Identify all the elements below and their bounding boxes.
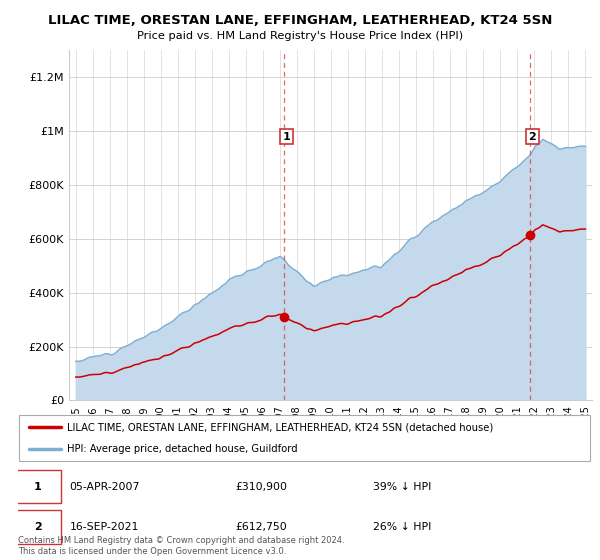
- Text: 05-APR-2007: 05-APR-2007: [70, 482, 140, 492]
- Text: 1: 1: [34, 482, 42, 492]
- FancyBboxPatch shape: [15, 470, 61, 503]
- FancyBboxPatch shape: [15, 510, 61, 544]
- Text: Price paid vs. HM Land Registry's House Price Index (HPI): Price paid vs. HM Land Registry's House …: [137, 31, 463, 41]
- Text: Contains HM Land Registry data © Crown copyright and database right 2024.
This d: Contains HM Land Registry data © Crown c…: [18, 536, 344, 556]
- Text: 39% ↓ HPI: 39% ↓ HPI: [373, 482, 431, 492]
- Text: 2: 2: [529, 132, 536, 142]
- Text: £310,900: £310,900: [236, 482, 288, 492]
- Text: £612,750: £612,750: [236, 522, 287, 532]
- Text: 2: 2: [34, 522, 42, 532]
- Text: LILAC TIME, ORESTAN LANE, EFFINGHAM, LEATHERHEAD, KT24 5SN (detached house): LILAC TIME, ORESTAN LANE, EFFINGHAM, LEA…: [67, 422, 493, 432]
- Text: HPI: Average price, detached house, Guildford: HPI: Average price, detached house, Guil…: [67, 444, 298, 454]
- FancyBboxPatch shape: [19, 416, 590, 461]
- Text: LILAC TIME, ORESTAN LANE, EFFINGHAM, LEATHERHEAD, KT24 5SN: LILAC TIME, ORESTAN LANE, EFFINGHAM, LEA…: [48, 14, 552, 27]
- Text: 16-SEP-2021: 16-SEP-2021: [70, 522, 139, 532]
- Text: 1: 1: [283, 132, 290, 142]
- Text: 26% ↓ HPI: 26% ↓ HPI: [373, 522, 431, 532]
